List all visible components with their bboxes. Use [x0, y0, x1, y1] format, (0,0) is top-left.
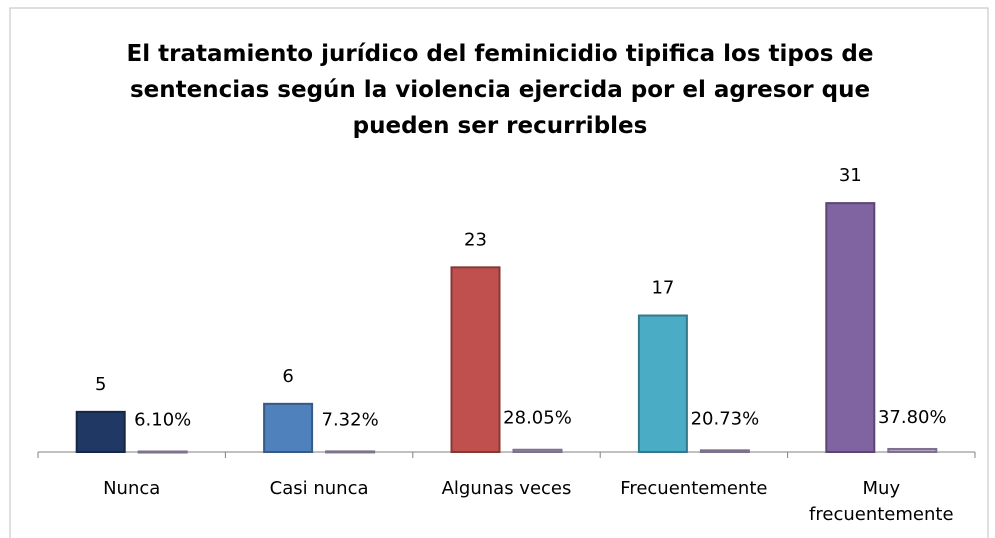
bar — [325, 450, 376, 454]
data-label: 28.05% — [503, 408, 572, 429]
bar — [263, 402, 314, 454]
data-label: 31 — [839, 165, 862, 186]
bar — [75, 410, 126, 454]
x-tick-label: Algunas veces — [441, 478, 572, 499]
chart-border — [9, 7, 989, 538]
x-tick-label: Muy frecuentemente — [809, 478, 954, 525]
data-label: 20.73% — [691, 408, 760, 429]
x-tick-label: Frecuentemente — [620, 478, 768, 499]
chart-title: El tratamiento jurídico del feminicidio … — [126, 41, 874, 139]
bar — [699, 449, 750, 453]
bar — [450, 266, 501, 454]
x-tick-label: Casi nunca — [269, 478, 369, 499]
data-label: 37.80% — [878, 407, 947, 428]
bar — [137, 450, 188, 454]
data-label: 23 — [464, 229, 487, 250]
x-tick-label: Nunca — [103, 478, 161, 499]
data-label: 6.10% — [134, 410, 191, 431]
data-label: 7.32% — [322, 409, 379, 430]
bar — [825, 202, 876, 453]
data-label: 5 — [95, 374, 106, 395]
data-label: 17 — [651, 278, 674, 299]
bar — [512, 448, 563, 453]
bar — [637, 314, 688, 453]
data-label: 6 — [282, 366, 293, 387]
bar — [887, 447, 938, 454]
